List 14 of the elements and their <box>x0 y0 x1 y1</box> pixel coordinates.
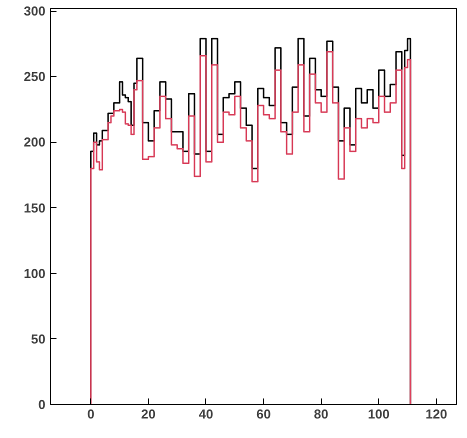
y-tick-label: 200 <box>24 134 46 150</box>
x-tick-label: 20 <box>141 406 156 422</box>
y-tick-label: 100 <box>24 266 46 281</box>
y-tick-label: 50 <box>31 331 46 346</box>
x-tick-label: 120 <box>426 406 448 422</box>
x-tick-label: 100 <box>368 406 390 422</box>
x-tick-label: 60 <box>256 406 271 422</box>
y-tick-label: 250 <box>24 69 46 84</box>
y-tick-label: 150 <box>24 200 46 216</box>
y-tick-label: 0 <box>38 397 46 412</box>
x-tick-label: 80 <box>314 406 328 422</box>
y-tick-label: 300 <box>24 4 46 19</box>
x-tick-label: 0 <box>87 406 94 422</box>
x-tick-label: 40 <box>198 406 214 422</box>
